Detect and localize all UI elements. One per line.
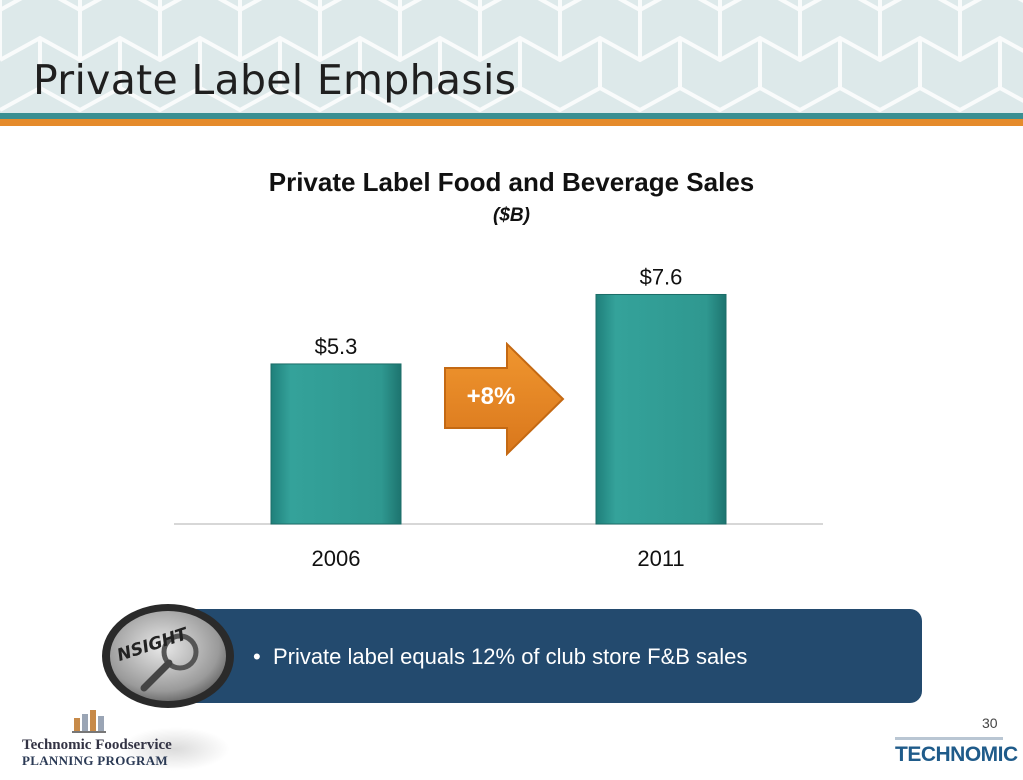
insight-badge-icon: NSIGHT xyxy=(102,604,234,708)
page-number: 30 xyxy=(982,715,998,731)
x-tick-label-2011: 2011 xyxy=(637,546,684,571)
x-tick-label-2006: 2006 xyxy=(312,546,361,571)
growth-arrow-icon xyxy=(444,342,565,456)
magnifier-icon xyxy=(161,633,199,671)
header-band: Private Label Emphasis xyxy=(0,0,1023,113)
technomic-logo: TECHNOMIC xyxy=(895,743,1018,766)
chart-subtitle: ($B) xyxy=(493,205,530,226)
logo-shadow xyxy=(120,727,230,771)
hexagon-pattern xyxy=(0,0,1023,113)
building-logo-icon xyxy=(72,710,106,733)
chart-title: Private Label Food and Beverage Sales xyxy=(268,167,755,197)
bar-chart: $5.3 2006 $7.6 2011 xyxy=(174,264,823,571)
insight-bullet-text: Private label equals 12% of club store F… xyxy=(272,644,748,669)
left-logo-line2: PLANNING PROGRAM xyxy=(22,753,168,768)
data-label-2011: $7.6 xyxy=(640,264,683,289)
growth-annotation: +8% xyxy=(466,383,516,410)
insight-bullet: • Private label equals 12% of club store… xyxy=(253,644,748,669)
page-title: Private Label Emphasis xyxy=(33,56,517,104)
bar-2011 xyxy=(595,293,727,525)
header-rule-teal xyxy=(0,113,1023,119)
bar-2006 xyxy=(270,363,402,525)
header-rule-orange xyxy=(0,119,1023,126)
left-logo-line1: Technomic Foodservice xyxy=(22,737,172,753)
insight-panel xyxy=(180,609,922,703)
right-logo-bar xyxy=(895,737,1003,740)
data-label-2006: $5.3 xyxy=(315,334,358,359)
